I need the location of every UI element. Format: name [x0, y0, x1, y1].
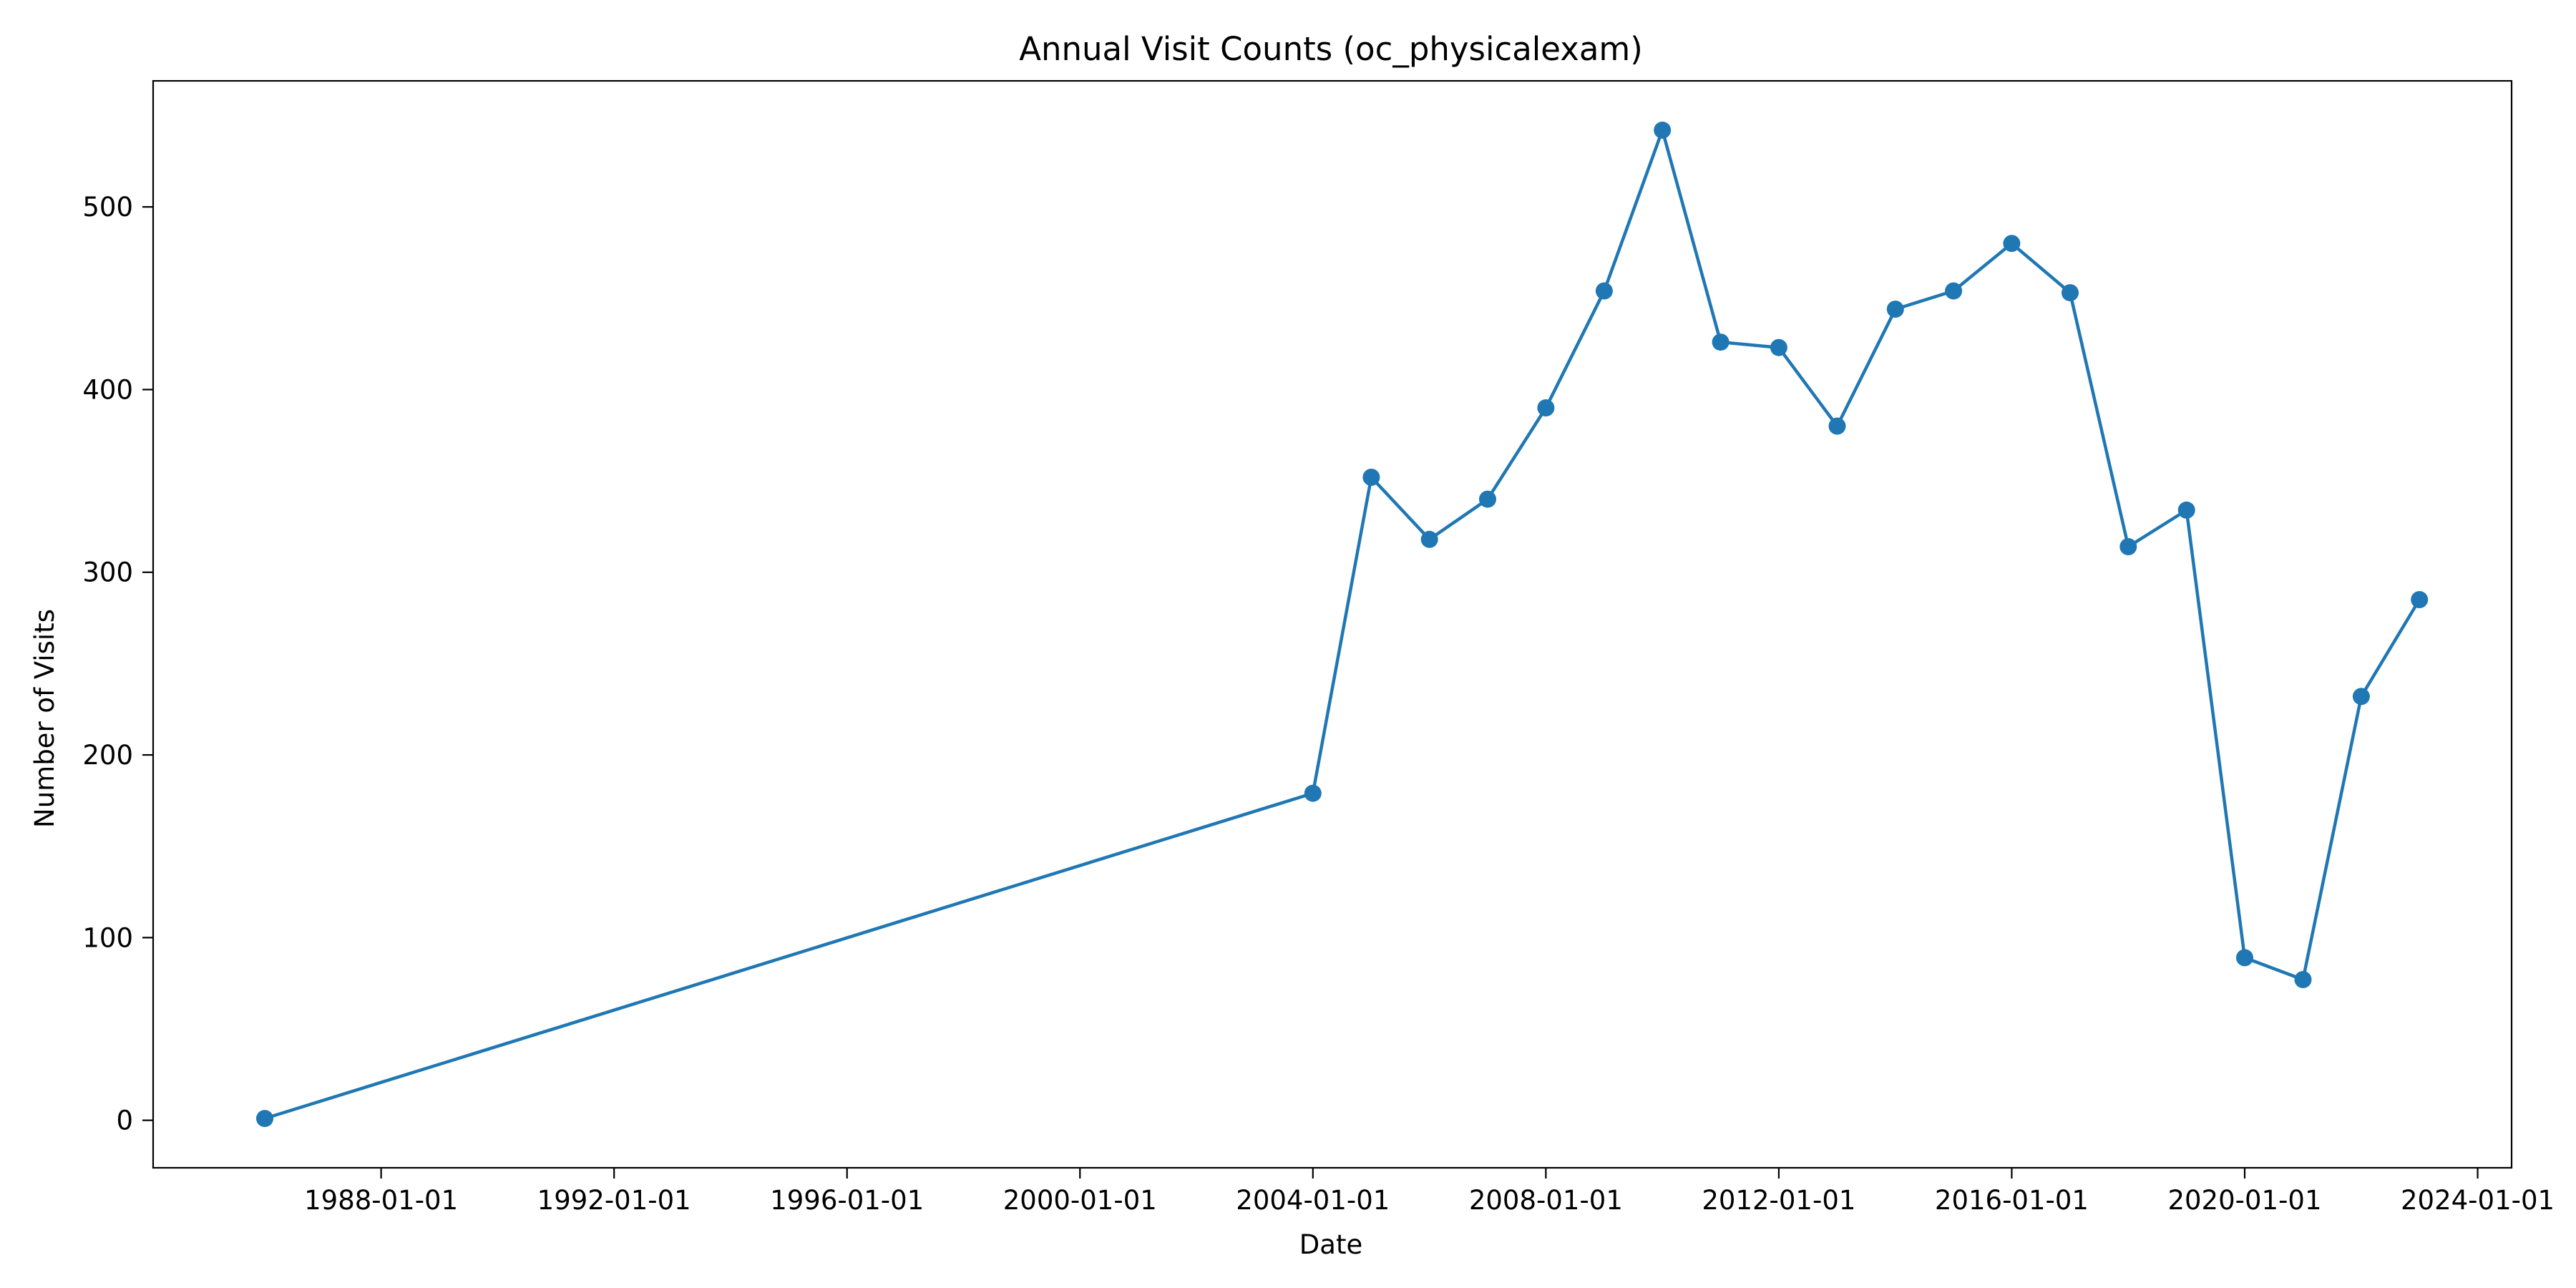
y-tick-label: 400 — [82, 374, 133, 405]
plot-frame — [152, 79, 2513, 1169]
x-tick-label: 2008-01-01 — [1469, 1185, 1623, 1216]
series-line — [264, 128, 2421, 1121]
chart-title: Annual Visit Counts (oc_physicalexam) — [1019, 30, 1643, 68]
data-point — [1712, 333, 1729, 351]
data-point — [2119, 538, 2137, 555]
data-point — [1595, 282, 1613, 300]
x-tick-label: 2020-01-01 — [2167, 1185, 2321, 1216]
data-point — [1828, 417, 1846, 435]
data-point — [2003, 235, 2021, 253]
data-point — [2236, 949, 2253, 967]
x-tick-label: 2016-01-01 — [1935, 1185, 2089, 1216]
data-point — [2294, 971, 2312, 988]
data-point — [1770, 338, 1787, 356]
x-axis-title: Date — [1299, 1229, 1362, 1260]
data-point — [1479, 490, 1496, 508]
data-point — [1304, 784, 1322, 802]
data-point — [1654, 121, 1672, 139]
y-tick-label: 300 — [82, 557, 133, 588]
axes: 1988-01-01 1992-01-01 1996-01-01 2000-01-01… — [82, 79, 2555, 1216]
data-point — [2411, 591, 2429, 608]
data-point — [2062, 284, 2079, 302]
y-tick-label: 200 — [82, 740, 133, 771]
x-tick-label: 2012-01-01 — [1702, 1185, 1855, 1216]
y-tick-label: 0 — [116, 1106, 133, 1136]
data-point — [1420, 530, 1438, 548]
data-series — [256, 121, 2429, 1128]
y-axis-title: Number of Visits — [29, 609, 60, 828]
data-point — [1537, 399, 1555, 416]
data-point — [2352, 688, 2370, 706]
data-point — [2177, 501, 2195, 519]
x-tick-label: 1988-01-01 — [304, 1185, 458, 1216]
y-tick-label: 500 — [82, 192, 133, 223]
data-point — [1886, 301, 1904, 318]
x-tick-label: 2004-01-01 — [1236, 1185, 1390, 1216]
x-tick-label: 1996-01-01 — [770, 1185, 924, 1216]
y-tick-label: 100 — [82, 922, 133, 953]
x-tick-label: 2024-01-01 — [2401, 1185, 2555, 1216]
x-tick-label: 2000-01-01 — [1003, 1185, 1157, 1216]
data-point — [1945, 282, 1963, 300]
data-point — [1362, 469, 1380, 486]
x-tick-label: 1992-01-01 — [537, 1185, 691, 1216]
data-point — [256, 1110, 273, 1128]
